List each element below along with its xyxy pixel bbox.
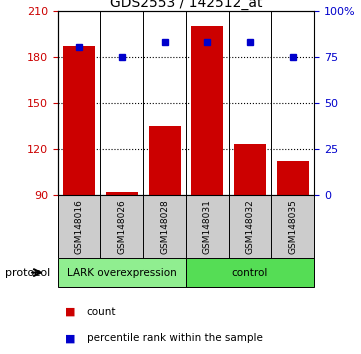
Bar	[234, 144, 266, 195]
Bar	[63, 46, 95, 195]
Text: ■: ■	[65, 307, 75, 317]
Bar	[148, 126, 180, 195]
Title: GDS2553 / 142512_at: GDS2553 / 142512_at	[110, 0, 262, 10]
Text: GSM148035: GSM148035	[288, 199, 297, 254]
Text: ■: ■	[65, 333, 75, 343]
Text: GSM148028: GSM148028	[160, 199, 169, 254]
Text: protocol: protocol	[5, 268, 51, 278]
Text: GSM148032: GSM148032	[245, 199, 255, 254]
Text: GSM148026: GSM148026	[117, 199, 126, 254]
Text: control: control	[232, 268, 268, 278]
Text: GSM148031: GSM148031	[203, 199, 212, 254]
Bar	[191, 26, 223, 195]
Bar	[277, 161, 309, 195]
Text: count: count	[87, 307, 116, 317]
Text: percentile rank within the sample: percentile rank within the sample	[87, 333, 262, 343]
Text: GSM148016: GSM148016	[75, 199, 84, 254]
Bar	[58, 258, 186, 287]
Bar	[186, 258, 314, 287]
Text: LARK overexpression: LARK overexpression	[67, 268, 177, 278]
Bar	[106, 192, 138, 195]
